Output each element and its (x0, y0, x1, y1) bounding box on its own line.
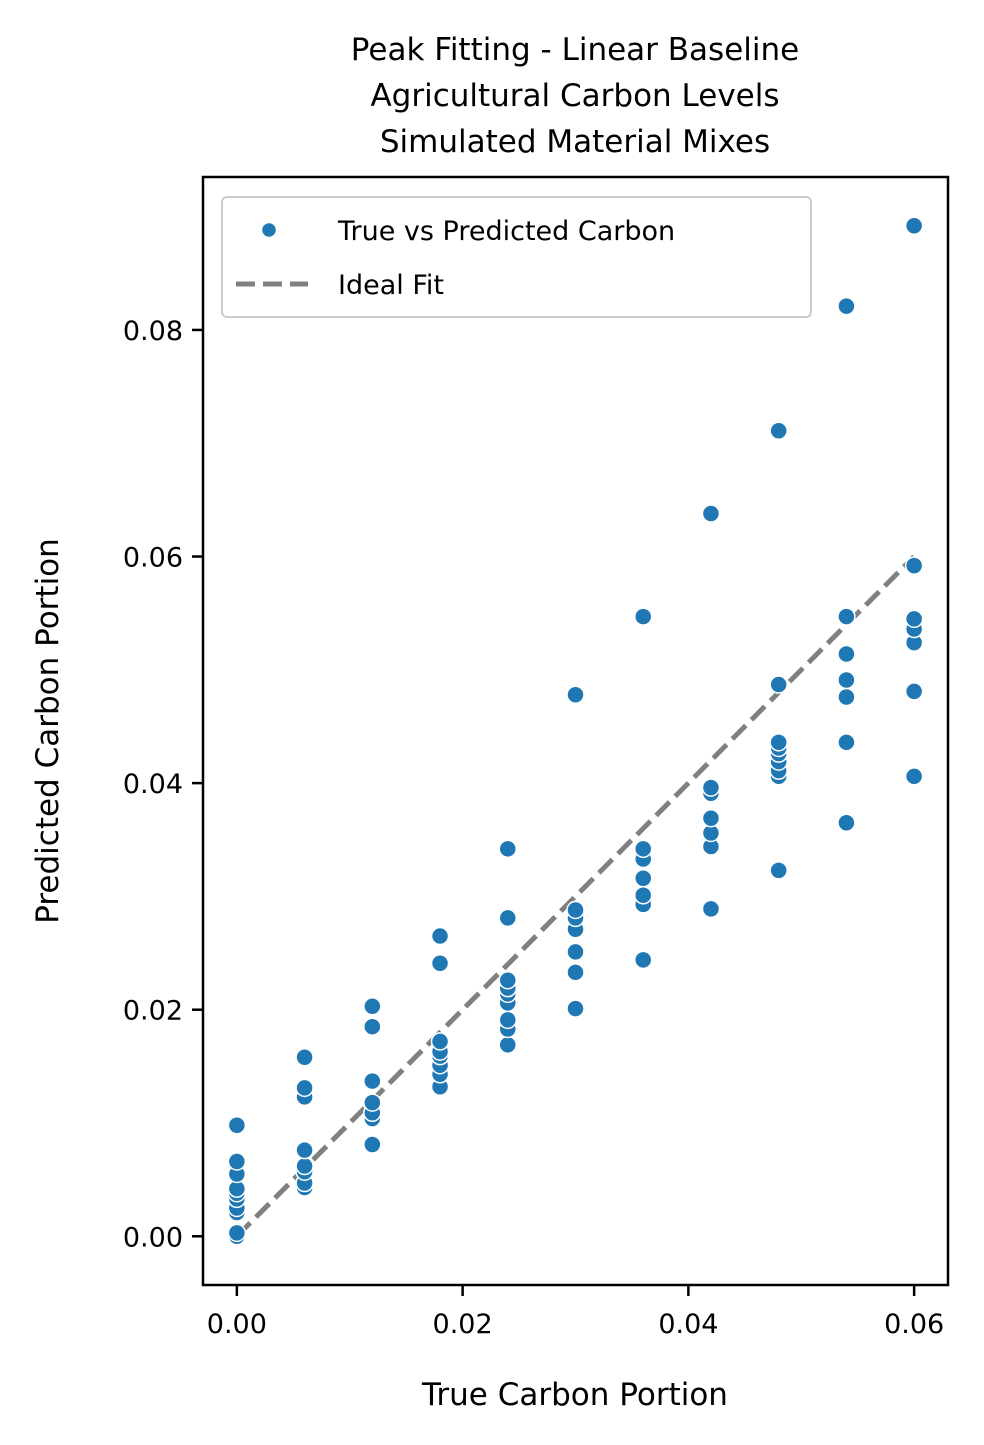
scatter-point-84 (904, 556, 924, 575)
scatter-point-32 (430, 926, 450, 946)
scatter-point-21 (363, 1093, 382, 1112)
scatter-point-24 (363, 997, 382, 1016)
ideal-fit-line (235, 554, 916, 1239)
ideal-fit-layer (235, 554, 916, 1239)
scatter-point-30 (430, 1032, 450, 1051)
x-tick-label-3: 0.06 (884, 1309, 944, 1340)
scatter-point-72 (837, 813, 856, 833)
scatter-point-14 (295, 1140, 314, 1160)
scatter-point-63 (769, 861, 788, 880)
scatter-point-55 (633, 607, 653, 626)
legend-scatter-marker (260, 221, 278, 239)
scatter-point-1 (227, 1223, 247, 1243)
scatter-point-18 (363, 1135, 382, 1154)
scatter-point-49 (633, 950, 653, 970)
scatter-point-73 (837, 733, 856, 752)
scatter-point-31 (430, 953, 450, 973)
scatter-point-56 (701, 899, 721, 919)
plot-frame (201, 175, 950, 1287)
scatter-point-78 (837, 296, 856, 316)
x-tick-label-0: 0.00 (207, 1309, 267, 1340)
title-line-3: Simulated Material Mixes (380, 124, 770, 160)
y-tick-label-2: 0.04 (123, 769, 183, 800)
y-axis-label: Predicted Carbon Portion (30, 538, 66, 924)
scatter-point-52 (633, 869, 653, 888)
scatter-point-69 (769, 733, 788, 752)
scatter-point-13 (295, 1156, 314, 1176)
title-line-1: Peak Fitting - Linear Baseline (351, 32, 799, 68)
legend: True vs Predicted Carbon Ideal Fit (221, 196, 812, 318)
x-axis-label: True Carbon Portion (421, 1377, 728, 1413)
scatter-point-42 (566, 999, 585, 1018)
scatter-point-51 (633, 886, 653, 905)
title-line-2: Agricultural Carbon Levels (370, 78, 779, 114)
scatter-point-35 (498, 1010, 518, 1030)
x-axis-ticks: 0.00 0.02 0.04 0.06 (207, 1285, 944, 1340)
legend-label-ideal: Ideal Fit (338, 270, 444, 301)
legend-label-points: True vs Predicted Carbon (337, 216, 675, 247)
scatter-point-59 (701, 808, 721, 828)
chart-title: Peak Fitting - Linear Baseline Agricultu… (351, 32, 799, 160)
scatter-point-47 (566, 900, 585, 920)
scatter-point-71 (769, 421, 788, 441)
legend-box (221, 196, 812, 318)
points-layer (227, 216, 924, 1246)
scatter-point-39 (498, 970, 518, 990)
y-axis-ticks: 0.00 0.02 0.04 0.06 0.08 (123, 316, 203, 1253)
scatter-point-48 (566, 685, 585, 704)
scatter-point-16 (295, 1078, 314, 1098)
scatter-point-80 (904, 682, 924, 701)
x-tick-label-2: 0.04 (658, 1309, 718, 1340)
scatter-point-23 (363, 1017, 382, 1036)
scatter-point-61 (701, 778, 721, 797)
scatter-point-33 (498, 1035, 518, 1055)
scatter-point-54 (633, 839, 653, 859)
y-tick-label-1: 0.02 (123, 996, 183, 1027)
scatter-point-77 (837, 607, 856, 626)
y-tick-label-0: 0.00 (123, 1222, 183, 1253)
scatter-point-75 (837, 670, 856, 690)
scatter-point-76 (837, 644, 856, 664)
scatter-point-40 (498, 908, 518, 928)
scatter-point-43 (566, 963, 585, 982)
scatter-point-22 (363, 1071, 382, 1091)
scatter-point-44 (566, 942, 585, 962)
scatter-point-85 (904, 216, 924, 235)
scatter-point-70 (769, 675, 788, 694)
scatter-point-8 (227, 1152, 247, 1171)
scatter-point-83 (904, 609, 924, 629)
scatter-point-17 (295, 1048, 314, 1067)
scatter-point-74 (837, 687, 856, 707)
y-tick-label-4: 0.08 (123, 316, 183, 347)
scatter-point-41 (498, 839, 518, 859)
y-tick-label-3: 0.06 (123, 543, 183, 574)
x-tick-label-1: 0.02 (433, 1309, 493, 1340)
scatter-point-62 (701, 504, 721, 523)
scatter-point-79 (904, 767, 924, 786)
scatter-point-9 (227, 1116, 247, 1135)
